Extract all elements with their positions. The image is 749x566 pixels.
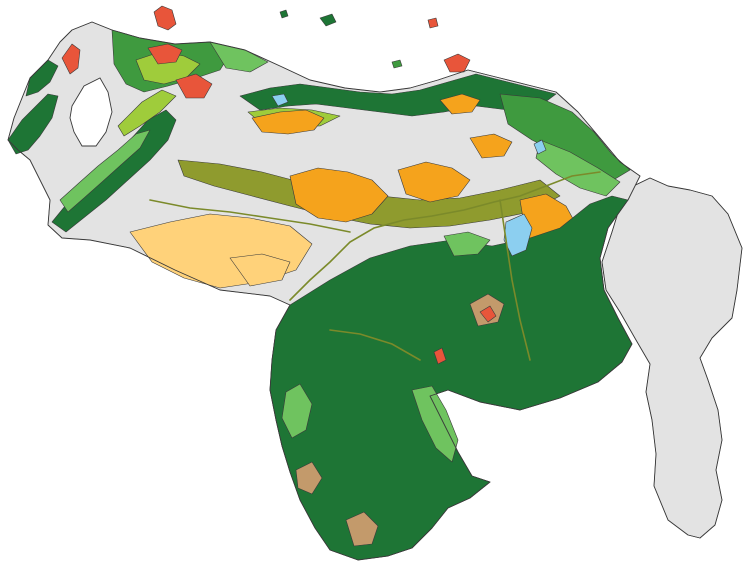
south-grassland-3 [443,231,491,257]
guajira-bare [61,43,81,75]
andes-cropland [117,89,177,137]
lake-valencia [271,93,289,107]
island-small-4 [391,59,403,69]
island-margarita [443,53,471,73]
north-coast-forest [239,73,557,117]
orinoco-river [289,171,601,301]
shrub-cluster-north-2 [439,93,481,115]
andes-grassland [59,129,151,213]
llanos-sand-2 [229,253,291,287]
tepui-red-2 [433,347,447,365]
guri-reservoir [503,213,533,257]
shrub-cluster-central-2 [397,161,471,203]
tepui-tan-2 [345,511,379,547]
shrub-cluster-north-1 [251,109,325,135]
coro-bare-1 [147,43,183,65]
caroni-river [499,199,531,361]
andes-forest-west [7,93,59,155]
island-small-2 [279,9,289,19]
shrub-cluster-central-3 [469,133,513,159]
ventuari-river [329,329,421,361]
south-grassland-1 [411,385,459,463]
shrub-cluster-central-1 [289,167,389,223]
mainland-outline [7,21,641,561]
orinoco-delta-water [533,139,547,155]
tepui-tan-3 [295,461,323,495]
coro-bare-2 [175,73,213,99]
guayana-esequiba-outline [601,177,743,539]
east-coast-forest [499,93,631,183]
paraguana-bare [153,5,177,31]
apure-river [149,199,351,233]
tepui-red-1 [479,305,497,323]
south-grassland-2 [281,383,313,439]
island-small-3 [427,17,439,29]
lake-maracaibo [69,77,113,147]
east-coast-grassland [535,139,621,197]
island-small-1 [319,13,337,27]
